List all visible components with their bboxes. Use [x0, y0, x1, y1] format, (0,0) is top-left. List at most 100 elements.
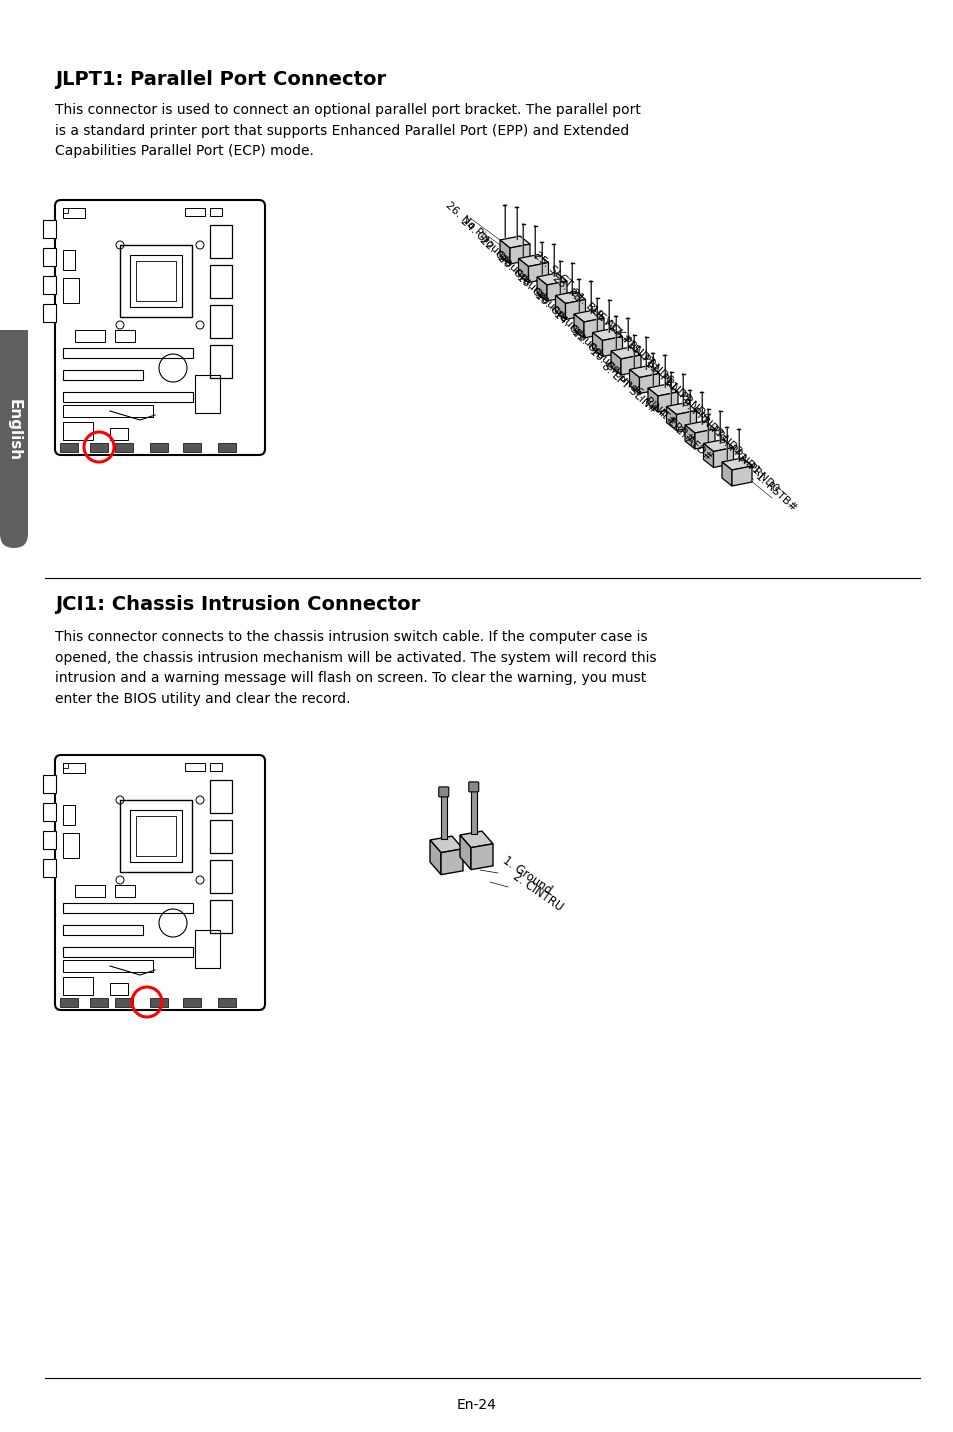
- Bar: [183, 442, 201, 453]
- Polygon shape: [430, 836, 462, 852]
- Polygon shape: [731, 465, 751, 485]
- Text: English: English: [7, 400, 22, 461]
- Text: This connector connects to the chassis intrusion switch cable. If the computer c: This connector connects to the chassis i…: [55, 630, 656, 706]
- Text: JLPT1: Parallel Port Connector: JLPT1: Parallel Port Connector: [55, 70, 386, 89]
- Bar: [130, 811, 182, 862]
- Polygon shape: [592, 328, 622, 341]
- Text: 16. Ground: 16. Ground: [532, 291, 584, 338]
- Bar: [90, 442, 108, 453]
- Text: 18. Ground: 18. Ground: [514, 272, 565, 319]
- Text: 10. Ground: 10. Ground: [587, 347, 639, 394]
- Polygon shape: [459, 831, 493, 848]
- Bar: [43, 248, 56, 266]
- Bar: [43, 803, 56, 821]
- Bar: [63, 925, 143, 935]
- Bar: [43, 304, 56, 322]
- Bar: [63, 405, 152, 417]
- Polygon shape: [459, 835, 471, 869]
- Text: 20. Ground: 20. Ground: [495, 253, 547, 302]
- Bar: [210, 780, 232, 813]
- Bar: [63, 904, 193, 914]
- Text: 26. No Pin: 26. No Pin: [444, 199, 492, 245]
- Bar: [210, 225, 232, 258]
- Text: 22. Ground: 22. Ground: [476, 235, 529, 284]
- Polygon shape: [592, 332, 602, 357]
- Polygon shape: [537, 276, 546, 301]
- Polygon shape: [695, 430, 714, 450]
- Polygon shape: [610, 351, 620, 375]
- Bar: [60, 442, 78, 453]
- Bar: [136, 261, 175, 301]
- Bar: [115, 329, 135, 342]
- Bar: [210, 763, 222, 770]
- Bar: [218, 998, 235, 1007]
- Polygon shape: [440, 849, 462, 875]
- Polygon shape: [629, 365, 659, 378]
- Polygon shape: [430, 841, 440, 875]
- Text: 25. SLCT: 25. SLCT: [532, 251, 574, 289]
- Text: This connector is used to connect an optional parallel port bracket. The paralle: This connector is used to connect an opt…: [55, 103, 640, 158]
- Bar: [63, 959, 152, 972]
- Bar: [75, 885, 105, 896]
- Bar: [210, 899, 232, 934]
- Polygon shape: [499, 236, 530, 248]
- FancyBboxPatch shape: [438, 788, 448, 796]
- Polygon shape: [639, 374, 659, 394]
- Text: 3. PRND0: 3. PRND0: [735, 453, 780, 494]
- Bar: [150, 998, 168, 1007]
- Bar: [63, 369, 143, 379]
- Polygon shape: [666, 402, 696, 414]
- Polygon shape: [702, 444, 713, 467]
- Bar: [218, 442, 235, 453]
- FancyBboxPatch shape: [468, 782, 478, 792]
- Polygon shape: [684, 425, 695, 450]
- Bar: [63, 251, 75, 271]
- Polygon shape: [499, 241, 510, 263]
- Bar: [63, 208, 68, 213]
- Bar: [210, 345, 232, 378]
- Bar: [0, 329, 28, 530]
- Text: 13. PRND5: 13. PRND5: [642, 358, 692, 404]
- Bar: [43, 859, 56, 876]
- Polygon shape: [602, 337, 622, 357]
- Text: 17. PRND7: 17. PRND7: [605, 321, 656, 367]
- Text: 9. PRND3: 9. PRND3: [679, 397, 724, 440]
- Bar: [63, 947, 193, 957]
- Bar: [63, 422, 92, 440]
- Bar: [115, 998, 132, 1007]
- Polygon shape: [721, 458, 751, 470]
- Bar: [185, 763, 205, 770]
- Bar: [470, 789, 476, 833]
- Bar: [63, 348, 193, 358]
- Polygon shape: [546, 281, 566, 301]
- Polygon shape: [610, 347, 640, 359]
- Polygon shape: [702, 440, 733, 451]
- Bar: [75, 329, 105, 342]
- Polygon shape: [518, 259, 528, 282]
- Text: JCI1: Chassis Intrusion Connector: JCI1: Chassis Intrusion Connector: [55, 596, 420, 614]
- Polygon shape: [713, 447, 733, 467]
- Bar: [194, 375, 220, 412]
- Text: 15. PRND6: 15. PRND6: [624, 339, 674, 385]
- Bar: [63, 278, 79, 304]
- Text: 1. Ground: 1. Ground: [499, 853, 554, 896]
- Text: 11. PRND4: 11. PRND4: [660, 377, 711, 422]
- Text: 8. LPT SLIN#: 8. LPT SLIN#: [599, 361, 658, 415]
- Bar: [43, 831, 56, 849]
- Bar: [210, 305, 232, 338]
- Bar: [63, 763, 68, 768]
- Polygon shape: [555, 292, 585, 304]
- Bar: [90, 998, 108, 1007]
- Polygon shape: [471, 843, 493, 869]
- Polygon shape: [684, 421, 714, 432]
- Polygon shape: [676, 411, 696, 431]
- Polygon shape: [518, 255, 548, 266]
- Bar: [63, 805, 75, 825]
- Bar: [63, 977, 92, 995]
- Text: 23. PE: 23. PE: [550, 274, 582, 304]
- Bar: [115, 885, 135, 896]
- Bar: [43, 221, 56, 238]
- Text: 12. Ground: 12. Ground: [569, 328, 620, 375]
- Polygon shape: [658, 392, 678, 412]
- Bar: [130, 255, 182, 306]
